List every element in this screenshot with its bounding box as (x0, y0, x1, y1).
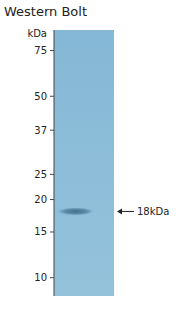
y-tick-label: 50 (34, 91, 47, 102)
y-tick (50, 199, 54, 200)
y-tick-label: 10 (34, 272, 47, 283)
y-tick (50, 50, 54, 51)
y-tick-label: 20 (34, 194, 47, 205)
y-tick (50, 231, 54, 232)
y-tick-label: 25 (34, 169, 47, 180)
band-label: 18kDa (137, 206, 169, 217)
bands (58, 207, 94, 215)
arrow-head (117, 208, 122, 214)
band (58, 207, 94, 215)
y-tick-label: 37 (34, 125, 47, 136)
chart-container: Western Bolt kDa 75 50 37 25 20 15 10 18kDa (0, 0, 190, 309)
y-axis-label: kDa (27, 28, 47, 39)
gel-lane (54, 30, 114, 296)
y-tick (50, 130, 54, 131)
y-tick-label: 75 (34, 45, 47, 56)
chart: Western Bolt kDa 75 50 37 25 20 15 10 18kDa (0, 0, 190, 309)
y-axis-line (54, 30, 55, 296)
y-tick-label: 15 (34, 226, 47, 237)
y-tick (50, 277, 54, 278)
y-tick (50, 174, 54, 175)
y-tick (50, 96, 54, 97)
title: Western Bolt (4, 4, 87, 19)
